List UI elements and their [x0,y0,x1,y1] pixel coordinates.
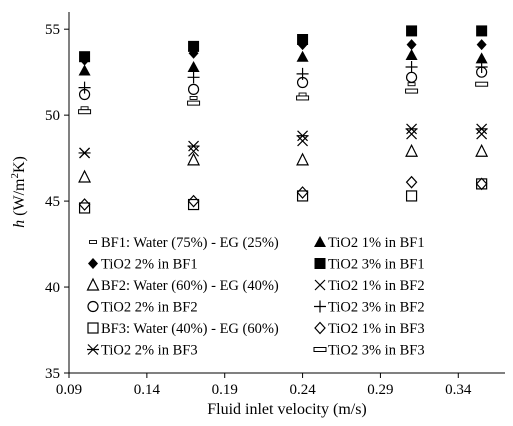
y-tick-label: 45 [45,194,60,210]
data-point-series-8 [296,67,309,80]
data-point-series-4 [79,51,91,63]
data-point-series-9 [405,190,418,202]
legend-label-series-5: BF2: Water (60%) - EG (40%) [101,278,279,294]
legend-marker-series-10 [314,321,326,335]
data-points [78,25,489,214]
x-tick-label: 0.34 [445,382,472,398]
data-point-series-12 [405,88,419,94]
y-tick-label: 35 [45,366,60,382]
data-point-series-5 [475,143,489,157]
y-axis-label: h (W/m2K) [9,156,28,228]
x-tick-label: 0.14 [134,382,161,398]
y-tick-label: 50 [45,108,60,124]
data-point-series-2 [187,61,200,73]
data-point-series-12 [475,81,489,87]
data-point-series-4 [297,34,309,46]
data-point-series-4 [476,25,488,37]
legend-marker-series-2 [314,236,326,247]
data-point-series-1 [189,96,198,100]
legend-marker-series-7 [87,300,99,313]
data-point-series-11 [187,140,200,152]
legend-marker-series-12 [313,347,327,352]
data-point-series-12 [296,95,310,101]
data-point-series-1 [407,82,416,87]
data-point-series-6 [188,145,199,157]
data-point-series-10 [405,175,418,189]
data-point-series-5 [187,152,201,166]
data-point-series-10 [78,198,91,211]
legend-marker-series-4 [314,258,326,269]
data-point-series-11 [78,147,91,159]
data-point-series-12 [78,109,92,115]
legend: BF1: Water (75%) - EG (25%) TiO2 1% in BF… [86,235,425,359]
y-tick-label: 55 [45,22,60,38]
y-axis-label-unit: (W/m [11,178,28,216]
data-point-series-2 [296,50,309,62]
data-point-series-4 [188,40,200,52]
x-tick-label: 0.09 [56,382,82,398]
legend-marker-series-6 [314,279,326,291]
legend-label-series-3: TiO2 2% in BF1 [101,257,198,273]
legend-label-series-10: TiO2 1% in BF3 [328,321,425,337]
y-axis-label-var: h [11,220,28,228]
y-tick-label: 40 [45,280,60,296]
data-point-series-10 [296,186,309,199]
legend-label-series-6: TiO2 1% in BF2 [328,278,425,294]
data-point-series-4 [406,25,418,37]
data-point-series-8 [187,71,200,84]
legend-marker-series-1 [89,240,97,244]
legend-marker-series-5 [86,277,100,291]
legend-label-series-9: BF3: Water (40%) - EG (60%) [101,321,279,337]
data-point-series-8 [405,61,418,74]
data-point-series-5 [296,152,310,166]
data-point-series-11 [475,123,488,135]
data-point-series-2 [78,64,91,76]
x-axis-label: Fluid inlet velocity (m/s) [207,401,367,418]
legend-label-series-4: TiO2 3% in BF1 [328,257,425,273]
data-point-series-2 [475,52,488,64]
x-tick-label: 0.19 [212,382,238,398]
data-point-series-6 [476,128,488,140]
data-point-series-6 [406,128,417,140]
legend-label-series-12: TiO2 3% in BF3 [328,343,425,359]
legend-label-series-11: TiO2 2% in BF3 [101,343,198,359]
legend-marker-series-11 [87,344,99,355]
data-point-series-5 [78,169,92,183]
legend-label-series-2: TiO2 1% in BF1 [328,235,425,251]
y-axis-label-tail: K) [11,156,28,173]
data-point-series-3 [476,39,487,51]
legend-label-series-1: BF1: Water (75%) - EG (25%) [101,235,279,251]
data-point-series-3 [406,39,417,51]
data-point-series-11 [405,123,418,135]
legend-marker-series-8 [314,300,326,313]
data-point-series-8 [475,61,488,74]
data-point-series-11 [296,130,309,142]
legend-label-series-7: TiO2 2% in BF2 [101,300,198,316]
data-point-series-10 [187,194,200,208]
x-ticks: 0.09 0.14 0.19 0.24 0.29 0.34 [56,373,472,398]
x-tick-label: 0.29 [367,382,393,398]
legend-marker-series-9 [87,322,99,334]
legend-label-series-8: TiO2 3% in BF2 [328,300,425,316]
y-axis-label-sup: 2 [9,173,21,179]
data-point-series-2 [405,48,418,60]
data-point-series-5 [405,143,419,157]
legend-marker-series-3 [88,258,98,269]
data-point-series-10 [475,177,488,191]
data-point-series-9 [296,190,309,202]
data-point-series-8 [78,81,91,94]
data-point-series-6 [297,135,308,147]
y-ticks: 35 40 45 50 55 [45,22,69,382]
data-point-series-7 [405,71,418,83]
data-point-series-12 [187,100,201,106]
data-point-series-9 [78,202,91,214]
data-point-series-9 [476,178,488,190]
data-point-series-9 [187,198,200,211]
data-point-series-7 [187,83,200,95]
x-tick-label: 0.24 [289,382,316,398]
plot-area [68,12,505,374]
